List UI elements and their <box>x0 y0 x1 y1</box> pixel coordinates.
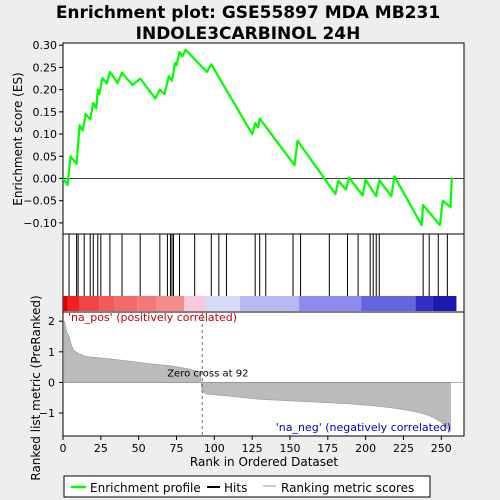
colorbar-segment <box>137 296 157 311</box>
colorbar-layer <box>63 296 457 311</box>
x-tick-label: 250 <box>431 442 452 455</box>
colorbar-segment <box>299 296 362 311</box>
es-y-tick-label: 0.30 <box>33 39 58 52</box>
legend-label-enrichment: Enrichment profile <box>90 481 201 495</box>
pos-label: 'na_pos' (positively correlated) <box>68 311 237 324</box>
colorbar-segment <box>432 296 457 311</box>
colorbar-segment <box>240 296 300 311</box>
x-tick-label: 25 <box>94 442 108 455</box>
rank-y-axis-label: Ranked list metric (PreRanked) <box>29 295 43 480</box>
legend-label-hits: Hits <box>224 481 247 495</box>
rank-y-tick-label: −1 <box>39 407 55 420</box>
es-y-tick-label: 0.25 <box>33 61 58 74</box>
x-tick-label: 125 <box>242 442 263 455</box>
neg-label: 'na_neg' (negatively correlated) <box>276 421 451 434</box>
colorbar-segment <box>99 296 115 311</box>
rank-y-tick-label: 2 <box>48 315 55 328</box>
es-layer <box>62 48 464 227</box>
x-tick-label: 0 <box>60 442 67 455</box>
chart-title-line1: Enrichment plot: GSE55897 MDA MB231 <box>56 3 440 23</box>
rank-layer: Zero cross at 92 <box>63 312 464 436</box>
es-y-tick-label: −0.10 <box>23 217 57 230</box>
x-tick-label: 200 <box>355 442 376 455</box>
es-y-tick-label: 0.15 <box>33 106 58 119</box>
x-tick-label: 100 <box>204 442 225 455</box>
x-tick-label: 225 <box>393 442 414 455</box>
colorbar-segment <box>114 296 138 311</box>
chart-title-line2: INDOLE3CARBINOL 24H <box>136 24 361 44</box>
colorbar-segment <box>205 296 241 311</box>
zero-cross-label: Zero cross at 92 <box>167 368 248 379</box>
colorbar-segment <box>156 296 185 311</box>
rank-y-tick-label: 1 <box>48 346 55 359</box>
es-panel <box>62 42 465 235</box>
colorbar-segment <box>67 296 80 311</box>
es-y-tick-label: 0.20 <box>33 84 58 97</box>
es-y-tick-label: 0.10 <box>33 128 58 141</box>
x-tick-label: 150 <box>279 442 300 455</box>
x-tick-label: 50 <box>132 442 146 455</box>
rank-y-tick-label: 0 <box>48 376 55 389</box>
colorbar-segment <box>79 296 100 311</box>
legend: Enrichment profile Hits Ranking metric s… <box>63 475 431 498</box>
hits-layer <box>68 234 448 296</box>
colorbar-segment <box>63 296 68 311</box>
x-axis-label: Rank in Ordered Dataset <box>190 455 338 469</box>
es-y-tick-label: −0.05 <box>23 195 57 208</box>
axes-layer: −0.10 −0.05 0.00 0.05 0.10 0.15 0.20 0.25 0.30 −1… <box>23 39 452 455</box>
es-y-tick-label: 0.05 <box>33 150 58 163</box>
colorbar-segment <box>184 296 206 311</box>
colorbar-segment <box>415 296 433 311</box>
colorbar-segment <box>361 296 416 311</box>
x-tick-label: 75 <box>169 442 183 455</box>
x-tick-label: 175 <box>317 442 338 455</box>
legend-label-ranking: Ranking metric scores <box>281 481 414 495</box>
es-y-axis-label: Enrichment score (ES) <box>11 72 25 205</box>
legend-box <box>63 475 431 498</box>
enrichment-profile-line <box>62 48 453 227</box>
es-y-tick-label: 0.00 <box>33 172 58 185</box>
